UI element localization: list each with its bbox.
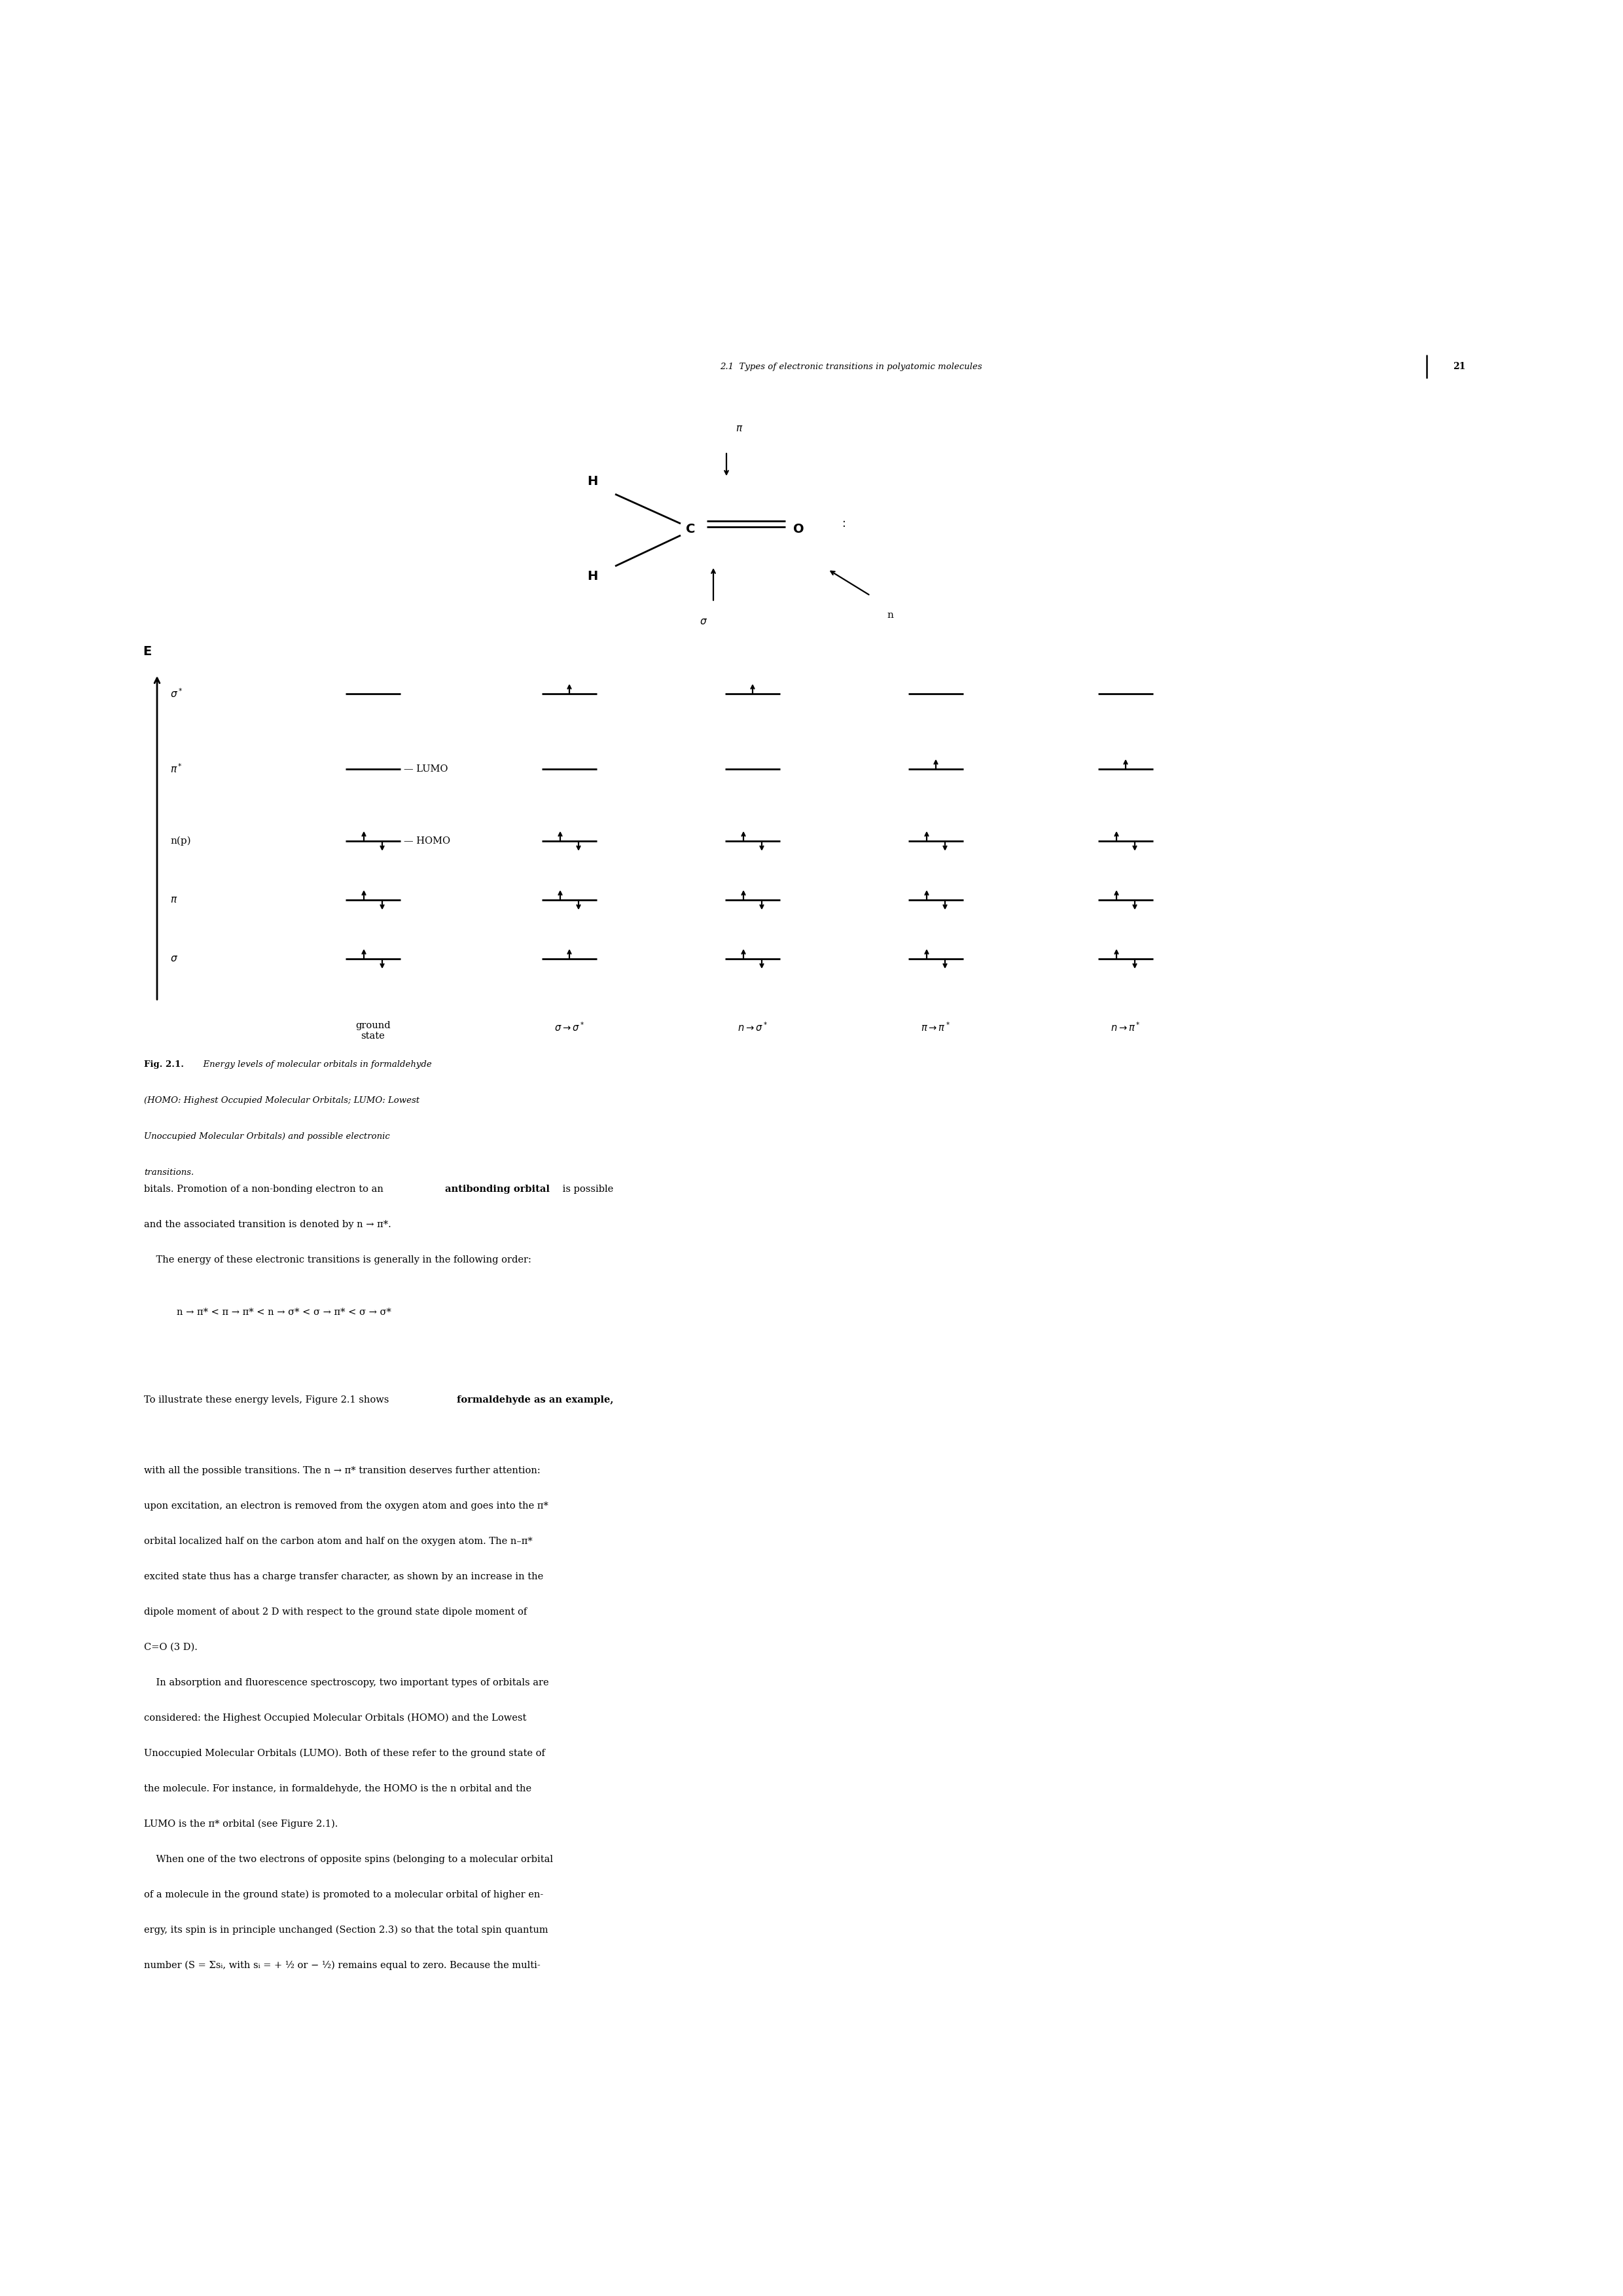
Text: and the associated transition is denoted by n → π*.: and the associated transition is denoted… — [144, 1219, 391, 1228]
Text: ergy, its spin is in principle unchanged (Section 2.3) so that the total spin qu: ergy, its spin is in principle unchanged… — [144, 1926, 549, 1936]
Text: upon excitation, an electron is removed from the oxygen atom and goes into the π: upon excitation, an electron is removed … — [144, 1502, 549, 1511]
Text: $n \rightarrow \sigma^*$: $n \rightarrow \sigma^*$ — [737, 1022, 768, 1033]
Text: $\pi$: $\pi$ — [170, 895, 177, 905]
Text: Fig. 2.1.: Fig. 2.1. — [144, 1061, 183, 1070]
Text: In absorption and fluorescence spectroscopy, two important types of orbitals are: In absorption and fluorescence spectrosc… — [144, 1678, 549, 1688]
Text: C: C — [687, 523, 695, 535]
Text: the molecule. For instance, in formaldehyde, the HOMO is the n orbital and the: the molecule. For instance, in formaldeh… — [144, 1784, 531, 1793]
Text: of a molecule in the ground state) is promoted to a molecular orbital of higher : of a molecule in the ground state) is pr… — [144, 1890, 544, 1899]
Text: $\sigma^*$: $\sigma^*$ — [170, 689, 183, 700]
Text: (HOMO: Highest Occupied Molecular Orbitals; LUMO: Lowest: (HOMO: Highest Occupied Molecular Orbita… — [144, 1095, 420, 1104]
Text: n → π* < π → π* < n → σ* < σ → π* < σ → σ*: n → π* < π → π* < n → σ* < σ → π* < σ → … — [177, 1309, 391, 1318]
Text: excited state thus has a charge transfer character, as shown by an increase in t: excited state thus has a charge transfer… — [144, 1573, 544, 1582]
Text: with all the possible transitions. The n → π* transition deserves further attent: with all the possible transitions. The n… — [144, 1467, 540, 1476]
Text: antibonding orbital: antibonding orbital — [445, 1185, 550, 1194]
Text: n(p): n(p) — [170, 836, 192, 845]
Text: ground
state: ground state — [355, 1022, 391, 1040]
Text: :: : — [842, 517, 846, 530]
Text: C=O (3 D).: C=O (3 D). — [144, 1644, 198, 1651]
Text: H: H — [588, 475, 597, 487]
Text: $\pi^*$: $\pi^*$ — [170, 762, 183, 776]
Text: $\pi$: $\pi$ — [735, 425, 743, 434]
Text: To illustrate these energy levels, Figure 2.1 shows: To illustrate these energy levels, Figur… — [144, 1396, 393, 1405]
Text: dipole moment of about 2 D with respect to the ground state dipole moment of: dipole moment of about 2 D with respect … — [144, 1607, 527, 1616]
Text: The energy of these electronic transitions is generally in the following order:: The energy of these electronic transitio… — [144, 1256, 531, 1265]
Text: $\sigma$: $\sigma$ — [170, 955, 179, 964]
Text: When one of the two electrons of opposite spins (belonging to a molecular orbita: When one of the two electrons of opposit… — [144, 1855, 553, 1864]
Text: E: E — [143, 645, 151, 657]
Text: number (S = Σsᵢ, with sᵢ = + ½ or − ½) remains equal to zero. Because the multi-: number (S = Σsᵢ, with sᵢ = + ½ or − ½) r… — [144, 1961, 540, 1970]
Text: n: n — [886, 611, 893, 620]
Text: — HOMO: — HOMO — [404, 836, 450, 845]
Text: orbital localized half on the carbon atom and half on the oxygen atom. The n–π*: orbital localized half on the carbon ato… — [144, 1536, 532, 1545]
Text: $n \rightarrow \pi^*$: $n \rightarrow \pi^*$ — [1110, 1022, 1141, 1033]
Text: bitals. Promotion of a non-bonding electron to an antibonding orbital: bitals. Promotion of a non-bonding elect… — [144, 1185, 480, 1194]
Text: transitions.: transitions. — [144, 1169, 193, 1178]
Text: considered: the Highest Occupied Molecular Orbitals (HOMO) and the Lowest: considered: the Highest Occupied Molecul… — [144, 1713, 526, 1722]
Text: bitals. Promotion of a non-bonding electron to an: bitals. Promotion of a non-bonding elect… — [144, 1185, 386, 1194]
Text: $\sigma$: $\sigma$ — [700, 618, 708, 627]
Text: 21: 21 — [1453, 363, 1466, 372]
Text: formaldehyde as an example,: formaldehyde as an example, — [458, 1396, 613, 1405]
Text: Unoccupied Molecular Orbitals (LUMO). Both of these refer to the ground state of: Unoccupied Molecular Orbitals (LUMO). Bo… — [144, 1750, 545, 1759]
Text: O: O — [794, 523, 803, 535]
Text: $\pi \rightarrow \pi^*$: $\pi \rightarrow \pi^*$ — [922, 1022, 951, 1033]
Text: 2.1  Types of electronic transitions in polyatomic molecules: 2.1 Types of electronic transitions in p… — [719, 363, 982, 370]
Text: is possible: is possible — [560, 1185, 613, 1194]
Text: $\sigma \rightarrow \sigma^*$: $\sigma \rightarrow \sigma^*$ — [555, 1022, 584, 1033]
Text: — LUMO: — LUMO — [404, 765, 448, 774]
Text: H: H — [588, 569, 597, 583]
Text: LUMO is the π* orbital (see Figure 2.1).: LUMO is the π* orbital (see Figure 2.1). — [144, 1818, 338, 1830]
Text: Unoccupied Molecular Orbitals) and possible electronic: Unoccupied Molecular Orbitals) and possi… — [144, 1132, 390, 1141]
Text: Energy levels of molecular orbitals in formaldehyde: Energy levels of molecular orbitals in f… — [198, 1061, 432, 1070]
